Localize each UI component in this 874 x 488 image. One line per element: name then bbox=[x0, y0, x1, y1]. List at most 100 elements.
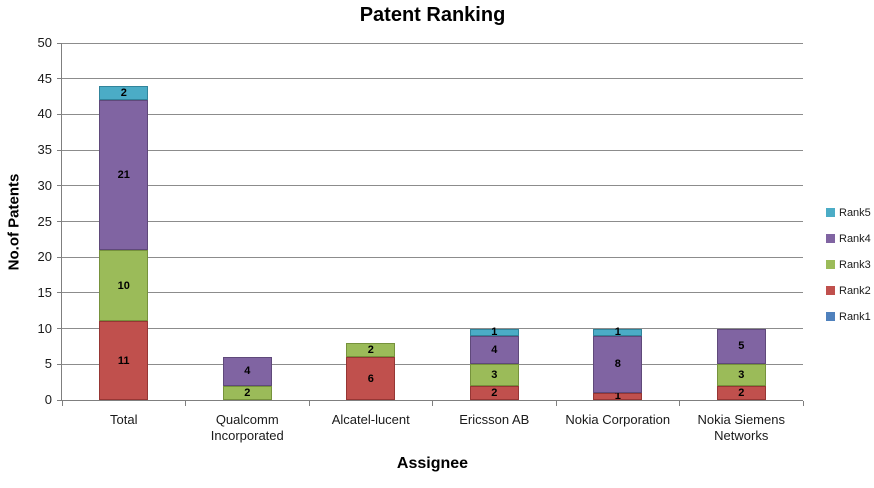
bar-data-label: 11 bbox=[117, 354, 130, 367]
x-category-label: Total bbox=[110, 412, 138, 427]
bar-segment-rank4 bbox=[469, 335, 519, 365]
legend-label: Rank1 bbox=[839, 310, 871, 323]
y-axis-tick bbox=[57, 149, 62, 151]
bar-data-label: 4 bbox=[244, 365, 251, 378]
x-category-label: Nokia Siemens Networks bbox=[697, 412, 785, 444]
bar-data-label: 2 bbox=[244, 386, 251, 399]
x-category-label: Alcatel-lucent bbox=[331, 412, 410, 427]
bar-segment-rank2 bbox=[99, 321, 149, 400]
bar-segment-rank2 bbox=[469, 385, 519, 400]
x-axis-tick bbox=[432, 401, 433, 406]
bar-data-label: 2 bbox=[120, 86, 127, 99]
y-axis-tick bbox=[57, 78, 62, 80]
y-tick-label: 15 bbox=[37, 284, 52, 300]
y-axis-tick bbox=[57, 42, 62, 44]
bar-segment-rank3 bbox=[716, 364, 766, 386]
chart-title: Patent Ranking bbox=[359, 4, 506, 26]
legend-item-rank4: Rank4 bbox=[826, 232, 871, 245]
y-tick-label: 45 bbox=[37, 70, 52, 86]
y-gridline bbox=[62, 256, 803, 258]
bar-data-label: 6 bbox=[367, 372, 374, 385]
bar-data-label: 8 bbox=[614, 358, 621, 371]
legend-label: Rank5 bbox=[839, 206, 871, 219]
y-gridline bbox=[62, 185, 803, 187]
bar-data-label: 2 bbox=[491, 386, 498, 399]
bar-data-label: 1 bbox=[491, 326, 498, 339]
bar-segment-rank5 bbox=[593, 328, 643, 336]
y-axis-tick bbox=[57, 328, 62, 330]
x-category-label: Nokia Corporation bbox=[565, 412, 671, 427]
legend-item-rank1: Rank1 bbox=[826, 310, 871, 323]
y-tick-label: 25 bbox=[37, 213, 52, 229]
legend: Rank5 Rank4 Rank3 Rank2 Rank1 bbox=[826, 207, 871, 337]
bar-segment-rank3 bbox=[222, 385, 272, 400]
bar-data-label: 1 bbox=[614, 390, 621, 403]
bar-data-label: 3 bbox=[491, 369, 498, 381]
x-axis-line bbox=[61, 400, 803, 401]
bar-data-label: 4 bbox=[491, 344, 498, 356]
x-axis-tick bbox=[679, 401, 680, 406]
legend-swatch-rank3 bbox=[826, 260, 835, 269]
bar-data-label: 21 bbox=[117, 169, 130, 182]
y-axis-tick bbox=[57, 292, 62, 294]
x-axis-tick bbox=[308, 401, 310, 406]
bar-data-label: 5 bbox=[738, 340, 745, 353]
y-tick-label: 10 bbox=[37, 320, 52, 336]
x-axis-tick bbox=[61, 401, 63, 406]
bar-data-label: 3 bbox=[738, 369, 745, 381]
y-axis-tick bbox=[57, 113, 62, 115]
y-axis-tick bbox=[57, 363, 62, 365]
x-category-label: Ericsson AB bbox=[459, 412, 530, 427]
bar-segment-rank5 bbox=[469, 328, 519, 336]
bar-segment-rank2 bbox=[716, 385, 766, 400]
legend-label: Rank2 bbox=[839, 284, 871, 297]
y-tick-label: 50 bbox=[37, 35, 52, 50]
y-tick-label: 20 bbox=[37, 249, 52, 265]
bar-segment-rank3 bbox=[346, 342, 396, 358]
bar-segment-rank2 bbox=[346, 357, 396, 400]
bar-segment-rank2 bbox=[593, 392, 643, 400]
x-axis-tick bbox=[185, 401, 186, 406]
y-gridline bbox=[62, 221, 803, 222]
bar-segment-rank3 bbox=[469, 364, 519, 386]
y-axis-tick bbox=[57, 256, 62, 258]
y-tick-label: 35 bbox=[37, 142, 52, 158]
bar-segment-rank4 bbox=[716, 328, 766, 365]
x-axis-tick bbox=[802, 401, 804, 406]
y-tick-label: 0 bbox=[44, 392, 52, 407]
bar-segment-rank4 bbox=[222, 357, 272, 386]
legend-item-rank3: Rank3 bbox=[826, 258, 871, 271]
legend-label: Rank3 bbox=[839, 258, 871, 271]
y-gridline bbox=[62, 78, 803, 80]
legend-swatch-rank2 bbox=[826, 286, 835, 295]
x-axis-tick bbox=[555, 401, 557, 406]
bar-segment-rank3 bbox=[99, 250, 149, 322]
legend-swatch-rank5 bbox=[826, 208, 835, 217]
y-gridline bbox=[62, 149, 803, 151]
y-axis-tick bbox=[57, 399, 62, 401]
bar-segment-rank4 bbox=[99, 100, 149, 251]
y-tick-label: 5 bbox=[44, 356, 52, 372]
y-axis-line bbox=[61, 43, 62, 400]
y-tick-label: 30 bbox=[37, 177, 52, 193]
y-axis-tick bbox=[57, 221, 62, 222]
x-axis-title: Assignee bbox=[396, 455, 469, 472]
legend-swatch-rank4 bbox=[826, 234, 835, 243]
bar-segment-rank5 bbox=[99, 85, 149, 101]
y-gridline bbox=[62, 42, 803, 44]
y-tick-label: 40 bbox=[37, 106, 52, 122]
legend-label: Rank4 bbox=[839, 232, 871, 245]
bar-data-label: 1 bbox=[614, 326, 621, 339]
y-gridline bbox=[62, 328, 803, 330]
y-axis-tick bbox=[57, 185, 62, 187]
bar-data-label: 2 bbox=[738, 386, 745, 399]
legend-item-rank5: Rank5 bbox=[826, 206, 871, 219]
legend-item-rank2: Rank2 bbox=[826, 284, 871, 297]
y-gridline bbox=[62, 363, 803, 365]
y-gridline bbox=[62, 113, 803, 115]
bar-data-label: 2 bbox=[367, 344, 374, 356]
bar-data-label: 10 bbox=[117, 279, 130, 292]
y-gridline bbox=[62, 292, 803, 294]
